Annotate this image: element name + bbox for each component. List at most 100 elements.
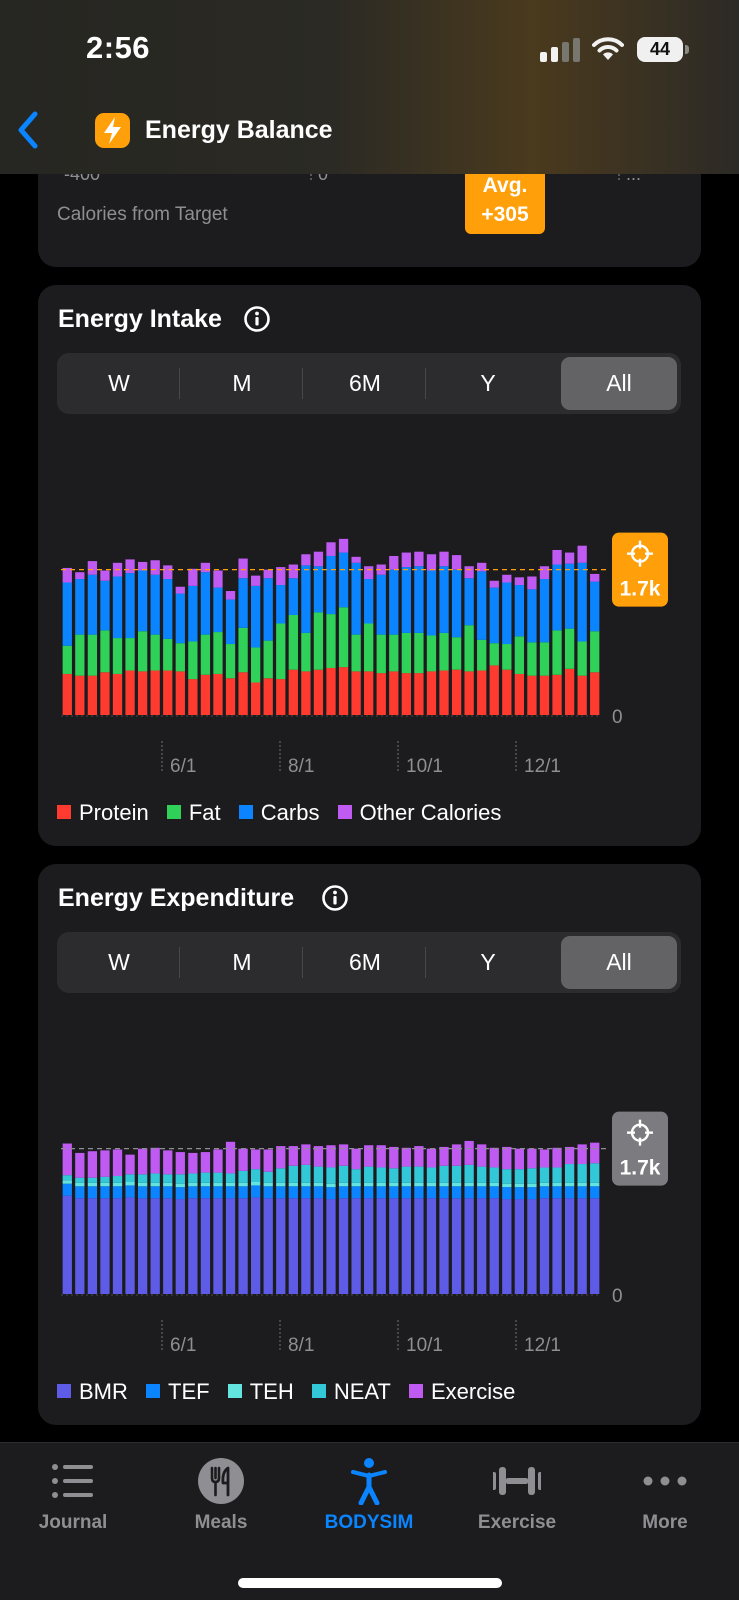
- segment-w[interactable]: W: [108, 949, 130, 975]
- bar-segment-protein: [238, 672, 248, 715]
- bar-segment-protein: [100, 672, 110, 715]
- bar-segment-tef: [251, 1185, 261, 1198]
- bar-segment-exercise: [376, 1145, 386, 1168]
- bar-segment-carbs: [338, 552, 349, 608]
- bar-segment-tef: [539, 1186, 550, 1199]
- bar-segment-teh: [552, 1182, 562, 1187]
- bar-segment-tef: [301, 1186, 311, 1199]
- bar-segment-fat: [527, 642, 537, 676]
- legend-label: TEH: [249, 1379, 294, 1404]
- segment-m[interactable]: M: [232, 949, 252, 975]
- energy-bolt-icon: [95, 113, 130, 148]
- bar-segment-neat: [376, 1167, 386, 1183]
- bar-segment-exercise: [225, 1141, 236, 1174]
- bar-segment-teh: [188, 1182, 198, 1187]
- info-icon[interactable]: [243, 305, 271, 333]
- bar-segment-protein: [414, 673, 424, 715]
- card-title: Energy Intake: [58, 305, 222, 333]
- bar-segment-bmr: [376, 1198, 386, 1294]
- bar-segment-tef: [338, 1186, 349, 1199]
- bar-segment-other-calories: [137, 561, 148, 571]
- bar-segment-exercise: [200, 1152, 211, 1173]
- legend-swatch: [227, 1384, 242, 1398]
- bar-segment-teh: [451, 1182, 462, 1187]
- segment-y[interactable]: Y: [480, 370, 496, 396]
- bar-segment-exercise: [326, 1145, 336, 1168]
- segment-all[interactable]: All: [561, 936, 677, 989]
- bar-segment-neat: [188, 1173, 198, 1183]
- bar-segment-neat: [213, 1172, 223, 1183]
- bar-segment-protein: [75, 675, 85, 715]
- bar-segment-bmr: [552, 1198, 562, 1294]
- y-tick-label: 0: [612, 1286, 623, 1307]
- bar-segment-teh: [313, 1182, 324, 1187]
- tab-exercise[interactable]: Exercise: [452, 1457, 582, 1537]
- bar-segment-teh: [514, 1183, 525, 1188]
- bar-segment-neat: [288, 1165, 298, 1183]
- bar-segment-carbs: [150, 574, 160, 635]
- bar-segment-protein: [62, 673, 72, 715]
- bar-segment-neat: [477, 1166, 487, 1183]
- tab-more[interactable]: More: [600, 1457, 730, 1537]
- bar-segment-other-calories: [414, 551, 424, 567]
- segment-w[interactable]: W: [108, 370, 130, 396]
- bar-segment-carbs: [112, 576, 123, 639]
- bar-segment-tef: [263, 1186, 273, 1199]
- calories-from-target-label: Calories from Target: [57, 204, 228, 225]
- bar-segment-bmr: [351, 1198, 361, 1294]
- bar-segment-neat: [401, 1166, 411, 1183]
- bar-segment-exercise: [112, 1149, 123, 1177]
- bar-segment-bmr: [389, 1198, 399, 1294]
- segment-divider: [179, 368, 180, 399]
- bar-segment-tef: [414, 1186, 424, 1199]
- bar-segment-tef: [351, 1186, 361, 1199]
- average-label: Avg.: [482, 174, 528, 197]
- info-icon[interactable]: [321, 884, 349, 912]
- bar-segment-bmr: [451, 1198, 462, 1294]
- bar-segment-protein: [163, 670, 173, 715]
- bar-segment-bmr: [238, 1198, 248, 1294]
- bar-segment-fat: [451, 637, 462, 670]
- bar-segment-neat: [75, 1177, 85, 1183]
- tab-meals[interactable]: Meals: [156, 1457, 286, 1537]
- tab-bodysim[interactable]: BODYSIM: [304, 1457, 434, 1537]
- bar-segment-tef: [389, 1186, 399, 1199]
- home-indicator: [238, 1578, 502, 1588]
- bar-segment-teh: [213, 1182, 223, 1187]
- legend-label: Carbs: [260, 800, 320, 825]
- bar-segment-tef: [313, 1186, 324, 1199]
- bar-segment-fat: [376, 634, 386, 674]
- bar-segment-tef: [364, 1186, 374, 1199]
- bar-segment-tef: [238, 1186, 248, 1199]
- bar-segment-teh: [163, 1182, 173, 1187]
- bar-segment-tef: [175, 1187, 185, 1200]
- bar-segment-fat: [213, 632, 223, 674]
- bar-segment-carbs: [401, 567, 411, 633]
- target-badge-bg: [612, 532, 668, 607]
- battery-tip: [685, 45, 689, 54]
- bar-segment-exercise: [150, 1147, 160, 1174]
- segment-m[interactable]: M: [232, 370, 252, 396]
- bar-segment-protein: [451, 669, 462, 716]
- bar-segment-teh: [150, 1182, 160, 1187]
- bar-segment-tef: [527, 1187, 537, 1200]
- tab-label: BODYSIM: [324, 1512, 414, 1533]
- bar-segment-exercise: [426, 1148, 437, 1168]
- bar-segment-protein: [263, 678, 273, 716]
- bar-segment-tef: [62, 1183, 72, 1196]
- bar-segment-fat: [351, 634, 361, 672]
- bar-segment-fat: [477, 639, 487, 671]
- bar-segment-other-calories: [564, 552, 575, 564]
- segment-6m[interactable]: 6M: [349, 370, 381, 396]
- segment-y[interactable]: Y: [480, 949, 496, 975]
- ellipsis-icon: [643, 1476, 687, 1486]
- bar-segment-exercise: [464, 1140, 474, 1165]
- bar-segment-exercise: [414, 1146, 424, 1167]
- segment-all[interactable]: All: [561, 357, 677, 410]
- back-chevron-icon[interactable]: [14, 110, 44, 150]
- tab-journal[interactable]: Journal: [8, 1457, 138, 1537]
- card-title: Energy Expenditure: [58, 884, 295, 912]
- bar-segment-carbs: [62, 582, 72, 646]
- timeframe-segmented-control: W M 6M Y All: [57, 353, 681, 414]
- segment-6m[interactable]: 6M: [349, 949, 381, 975]
